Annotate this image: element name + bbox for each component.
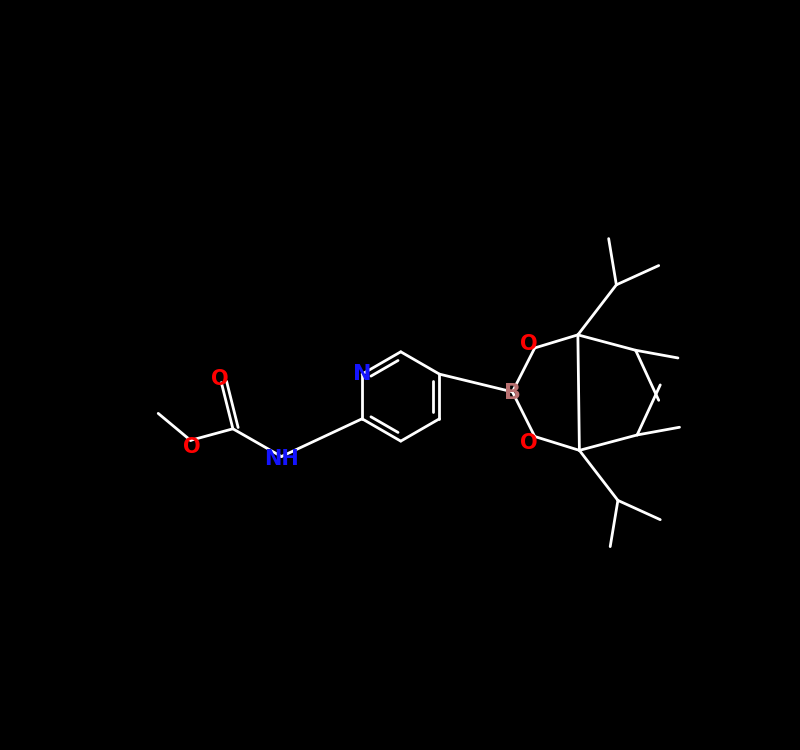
Text: O: O	[183, 436, 201, 457]
Text: N: N	[353, 364, 371, 384]
Text: O: O	[520, 334, 538, 354]
Text: NH: NH	[264, 448, 298, 469]
Text: O: O	[520, 433, 538, 453]
Text: B: B	[504, 383, 521, 404]
Text: O: O	[211, 369, 229, 388]
